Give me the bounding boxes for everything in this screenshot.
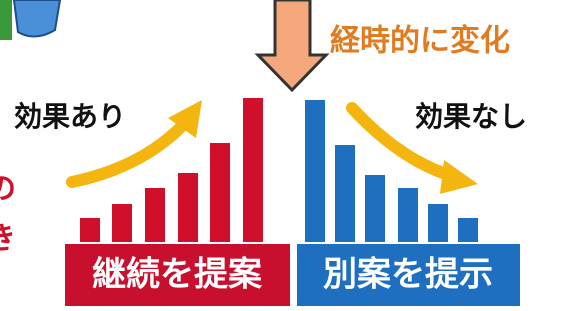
proposal-text: 別案を提示: [323, 255, 493, 295]
icon-fragment: [14, 0, 60, 37]
proposal-text: 継続を提案: [92, 255, 263, 295]
effect-label: 効果あり: [14, 100, 126, 133]
icon-fragment: [0, 0, 12, 40]
illustration: 経時的に変化 の き 効果あり 効果なし 継続を提案 別案を提示: [0, 0, 562, 311]
page: {"top_label": "経時的に変化", "left": {"label"…: [0, 0, 562, 311]
down-arrow: [258, 0, 326, 90]
trend-arrow-head: [440, 160, 478, 194]
effect-label: 効果なし: [415, 100, 527, 133]
side-text: の: [0, 172, 16, 207]
trend-arrow: [72, 126, 182, 182]
side-text: き: [0, 222, 16, 257]
top-label: 経時的に変化: [330, 24, 510, 59]
